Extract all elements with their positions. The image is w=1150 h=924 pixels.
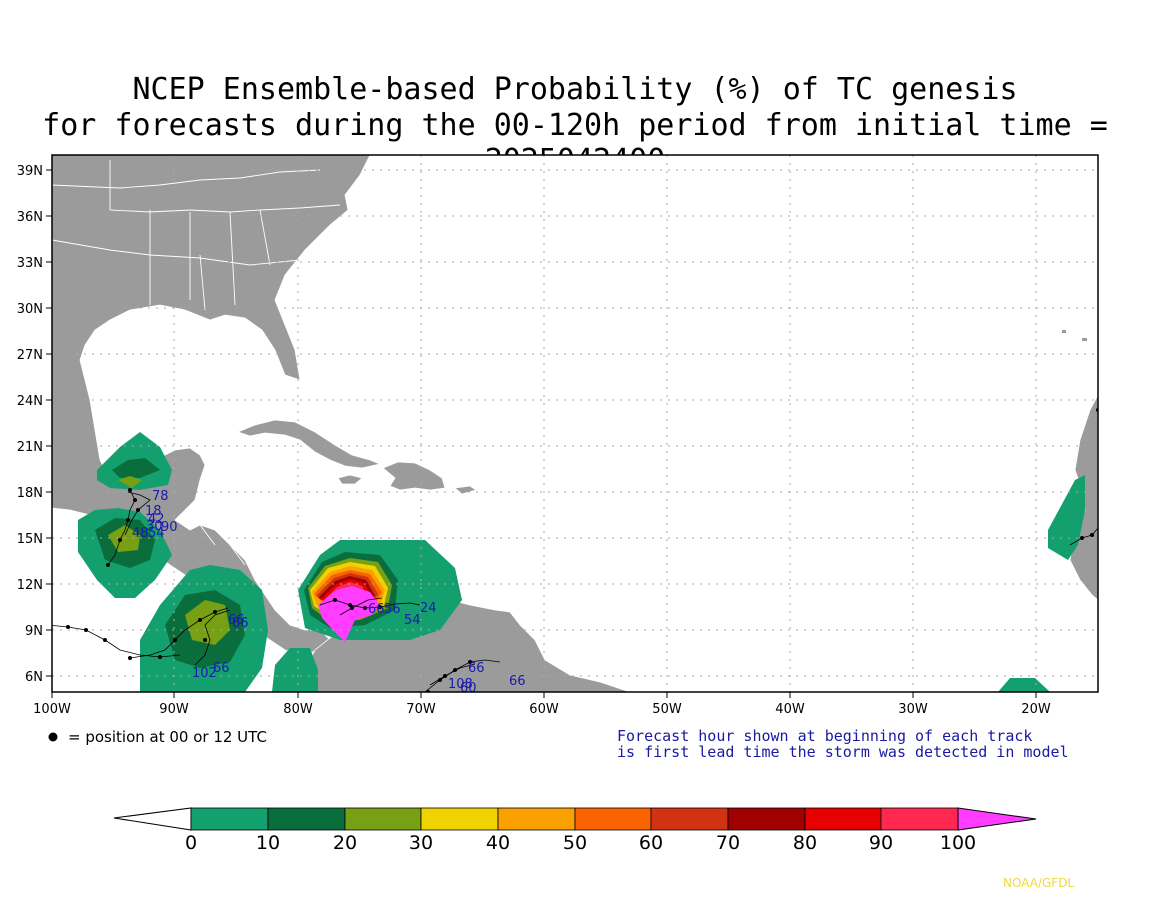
political-borders: [52, 160, 341, 566]
fhr-label: 60: [460, 681, 477, 696]
lat-label: 36N: [17, 210, 43, 225]
genesis-area-gulf: [97, 432, 172, 490]
title-line-2: for forecasts during the 00-120h period …: [42, 108, 1108, 178]
colorbar-swatch: [727, 807, 806, 831]
colorbar-swatch: [190, 807, 269, 831]
forecast-hour-note-line-2: is first lead time the storm was detecte…: [617, 743, 1069, 761]
genesis-area-colombia: [298, 540, 462, 642]
colorbar-swatch: [497, 807, 576, 831]
genesis-area-africa: [998, 475, 1085, 692]
lon-label: 30W: [898, 702, 928, 717]
marker-legend-text: = position at 00 or 12 UTC: [68, 728, 267, 746]
lat-label: 18N: [17, 486, 43, 501]
fhr-label: 66: [468, 661, 485, 676]
colorbar-swatch: [880, 807, 959, 831]
lon-label: 40W: [775, 702, 805, 717]
fhr-label: 30: [146, 519, 163, 534]
colorbar-swatch: [420, 807, 499, 831]
lat-label: 6N: [25, 670, 43, 685]
lat-label: 33N: [17, 256, 43, 271]
position-marker-legend-dot: [48, 732, 58, 742]
lat-label: 9N: [25, 624, 43, 639]
colorbar-label: 70: [716, 832, 740, 854]
colorbar-label: 90: [869, 832, 893, 854]
latitude-labels: 39N 36N 33N 30N 27N 24N 21N 18N 15N 12N …: [17, 164, 43, 685]
credit-text: NOAA/GFDL: [1003, 876, 1075, 890]
fhr-label: 66: [213, 661, 230, 676]
forecast-hour-note-line-1: Forecast hour shown at beginning of each…: [617, 727, 1033, 745]
fhr-label: 78: [152, 489, 169, 504]
map-area: 78 18 42 30 90 48 54 66 66 102 66 66 56 …: [52, 155, 1098, 696]
colorbar-overflow-triangle: [957, 807, 1037, 831]
storm-tracks: [52, 410, 1098, 692]
land-hispaniola: [382, 461, 446, 491]
fhr-label: 54: [404, 613, 421, 628]
colorbar-swatch: [804, 807, 882, 831]
colorbar-label: 60: [639, 832, 663, 854]
fhr-label: 24: [420, 601, 437, 616]
forecast-hour-labels: 78 18 42 30 90 48 54 66 66 102 66 66 56 …: [132, 489, 526, 696]
longitude-labels: 100W 90W 80W 70W 60W 50W 40W 30W 20W: [33, 702, 1051, 717]
fhr-label: 66: [368, 602, 385, 617]
fhr-label: 66: [232, 616, 249, 631]
lat-label: 24N: [17, 394, 43, 409]
fhr-label: 90: [161, 520, 178, 535]
colorbar-swatch: [344, 807, 422, 831]
colorbar-label: 20: [333, 832, 357, 854]
land-canary-islands: [1062, 330, 1066, 333]
fhr-label: 54: [148, 526, 165, 541]
lat-label: 12N: [17, 578, 43, 593]
fhr-label: 48: [132, 526, 149, 541]
lat-label: 30N: [17, 302, 43, 317]
lon-label: 20W: [1021, 702, 1051, 717]
colorbar-swatch: [574, 807, 652, 831]
colorbar-label: 100: [940, 832, 976, 854]
lat-label: 39N: [17, 164, 43, 179]
lat-label: 21N: [17, 440, 43, 455]
fhr-label: 102: [192, 666, 217, 681]
land-jamaica: [337, 474, 363, 485]
title-line-1: NCEP Ensemble-based Probability (%) of T…: [132, 72, 1018, 107]
colorbar-swatch: [650, 807, 729, 831]
lat-label: 15N: [17, 532, 43, 547]
colorbar-label: 10: [256, 832, 280, 854]
fhr-label: 56: [384, 602, 401, 617]
fhr-label: 108: [448, 677, 473, 692]
fhr-label: 66: [228, 613, 245, 628]
fhr-label: 42: [148, 512, 165, 527]
colorbar-swatch: [267, 807, 346, 831]
lon-label: 90W: [159, 702, 189, 717]
lon-label: 60W: [529, 702, 559, 717]
land-canary-islands-2: [1082, 338, 1087, 341]
lon-label: 100W: [33, 702, 71, 717]
lon-label: 50W: [652, 702, 682, 717]
land-cuba: [236, 419, 382, 469]
genesis-area-venezuela: [272, 648, 318, 692]
colorbar-label: 80: [793, 832, 817, 854]
lat-label: 27N: [17, 348, 43, 363]
fhr-label: 66: [509, 674, 526, 689]
colorbar-underflow-triangle: [113, 807, 192, 831]
axis-ticks: [46, 169, 1037, 698]
colorbar-label: 30: [409, 832, 433, 854]
map-frame: [51, 154, 1099, 693]
genesis-area-pacific: [140, 565, 268, 692]
track-position-markers: [66, 408, 1098, 692]
lon-label: 70W: [406, 702, 436, 717]
lat-lon-grid: [52, 155, 1098, 692]
lon-label: 80W: [283, 702, 313, 717]
colorbar-label: 0: [185, 832, 197, 854]
colorbar-label: 50: [563, 832, 587, 854]
colorbar-label: 40: [486, 832, 510, 854]
colorbar: 0 10 20 30 40 50 60 70 80 90 100: [113, 807, 1037, 854]
fhr-label: 18: [145, 504, 162, 519]
forecast-hour-note: Forecast hour shown at beginning of each…: [617, 728, 1069, 760]
